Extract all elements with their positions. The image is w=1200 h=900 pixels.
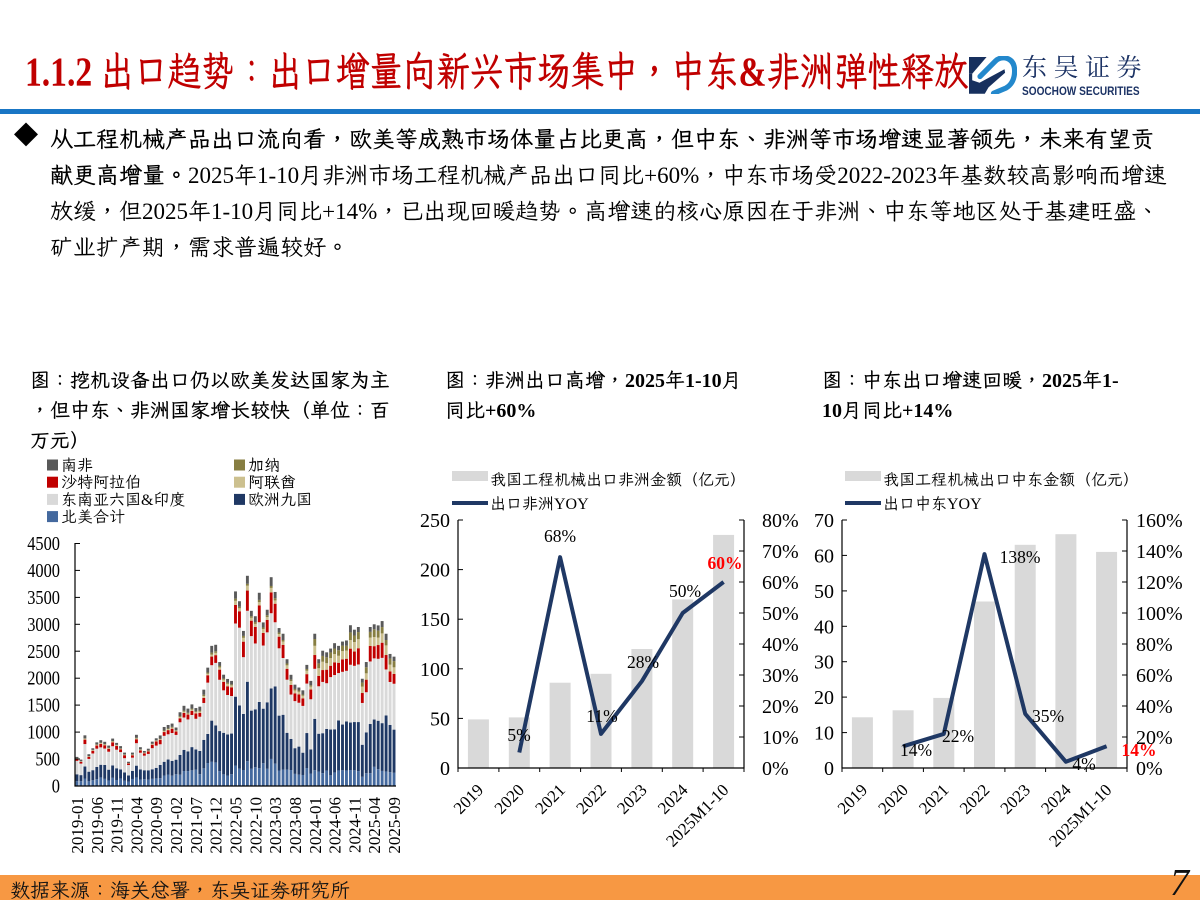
svg-text:南非: 南非 bbox=[61, 457, 93, 475]
svg-text:150: 150 bbox=[420, 609, 450, 631]
svg-text:2024-06: 2024-06 bbox=[326, 797, 345, 854]
svg-text:阿联酋: 阿联酋 bbox=[248, 475, 296, 492]
svg-text:2024-01: 2024-01 bbox=[306, 797, 325, 854]
svg-text:0%: 0% bbox=[1136, 758, 1163, 780]
svg-text:50%: 50% bbox=[669, 581, 701, 601]
svg-text:加纳: 加纳 bbox=[248, 457, 280, 475]
svg-text:2022: 2022 bbox=[572, 780, 609, 817]
svg-text:我国工程机械出口非洲金额（亿元）: 我国工程机械出口非洲金额（亿元） bbox=[490, 471, 746, 489]
svg-text:4%: 4% bbox=[1072, 754, 1095, 774]
svg-text:14%: 14% bbox=[1122, 740, 1157, 760]
svg-text:0%: 0% bbox=[762, 758, 789, 780]
svg-text:80%: 80% bbox=[1136, 634, 1173, 656]
svg-text:35%: 35% bbox=[1032, 706, 1064, 726]
svg-text:10: 10 bbox=[814, 723, 834, 745]
svg-text:40: 40 bbox=[814, 616, 834, 638]
svg-text:2025-09: 2025-09 bbox=[385, 797, 404, 854]
svg-text:50: 50 bbox=[814, 581, 834, 603]
svg-text:2020: 2020 bbox=[491, 780, 528, 817]
svg-text:出口中东YOY: 出口中东YOY bbox=[883, 495, 982, 513]
svg-text:0: 0 bbox=[52, 777, 60, 798]
svg-text:2019: 2019 bbox=[834, 780, 871, 817]
svg-text:80%: 80% bbox=[762, 510, 799, 532]
svg-text:70%: 70% bbox=[762, 541, 799, 563]
svg-text:30%: 30% bbox=[762, 665, 799, 687]
svg-text:14%: 14% bbox=[900, 740, 932, 760]
svg-text:2022: 2022 bbox=[956, 780, 993, 817]
svg-text:50%: 50% bbox=[762, 603, 799, 625]
svg-text:2500: 2500 bbox=[27, 642, 60, 663]
svg-text:200: 200 bbox=[420, 560, 450, 582]
svg-text:28%: 28% bbox=[627, 652, 659, 672]
svg-text:2023: 2023 bbox=[997, 780, 1034, 817]
svg-text:40%: 40% bbox=[1136, 696, 1173, 718]
svg-text:120%: 120% bbox=[1136, 572, 1183, 594]
svg-text:60%: 60% bbox=[762, 572, 799, 594]
svg-text:欧洲九国: 欧洲九国 bbox=[248, 492, 312, 509]
svg-text:2021-02: 2021-02 bbox=[167, 797, 186, 854]
svg-text:100%: 100% bbox=[1136, 603, 1183, 625]
svg-text:2020: 2020 bbox=[874, 780, 911, 817]
svg-text:2021: 2021 bbox=[915, 780, 952, 817]
svg-text:10%: 10% bbox=[762, 727, 799, 749]
svg-text:东南亚六国&印度: 东南亚六国&印度 bbox=[61, 491, 185, 509]
svg-text:2019-11: 2019-11 bbox=[108, 797, 127, 853]
svg-text:20%: 20% bbox=[1136, 727, 1173, 749]
svg-text:北美合计: 北美合计 bbox=[61, 508, 125, 526]
svg-text:50: 50 bbox=[430, 708, 450, 730]
svg-text:2021-12: 2021-12 bbox=[207, 797, 226, 854]
svg-text:2019-06: 2019-06 bbox=[88, 797, 107, 854]
svg-text:100: 100 bbox=[420, 659, 450, 681]
svg-text:20: 20 bbox=[814, 687, 834, 709]
svg-text:60%: 60% bbox=[708, 553, 743, 573]
svg-text:3500: 3500 bbox=[27, 588, 60, 609]
svg-text:2020-09: 2020-09 bbox=[147, 797, 166, 854]
svg-text:2023-03: 2023-03 bbox=[266, 797, 285, 854]
svg-text:2021: 2021 bbox=[531, 780, 568, 817]
svg-text:2000: 2000 bbox=[27, 669, 60, 690]
svg-text:2021-07: 2021-07 bbox=[187, 797, 206, 854]
svg-text:2020-04: 2020-04 bbox=[127, 797, 146, 854]
svg-text:2023-08: 2023-08 bbox=[286, 797, 305, 854]
svg-text:2019: 2019 bbox=[450, 780, 487, 817]
svg-text:0: 0 bbox=[440, 758, 450, 780]
svg-text:4500: 4500 bbox=[27, 534, 60, 555]
svg-text:60: 60 bbox=[814, 545, 834, 567]
svg-text:4000: 4000 bbox=[27, 561, 60, 582]
svg-text:2025-04: 2025-04 bbox=[365, 797, 384, 854]
svg-text:22%: 22% bbox=[942, 726, 974, 746]
svg-text:140%: 140% bbox=[1136, 541, 1183, 563]
svg-text:40%: 40% bbox=[762, 634, 799, 656]
svg-text:0: 0 bbox=[824, 758, 834, 780]
svg-text:250: 250 bbox=[420, 510, 450, 532]
svg-text:2019-01: 2019-01 bbox=[68, 797, 87, 854]
svg-text:11%: 11% bbox=[586, 706, 617, 726]
svg-text:2024-11: 2024-11 bbox=[345, 797, 364, 853]
svg-text:5%: 5% bbox=[507, 725, 530, 745]
svg-text:2022-05: 2022-05 bbox=[227, 797, 246, 854]
svg-text:138%: 138% bbox=[1000, 547, 1041, 567]
svg-text:2022-10: 2022-10 bbox=[246, 797, 265, 854]
svg-text:沙特阿拉伯: 沙特阿拉伯 bbox=[61, 474, 141, 492]
svg-text:70: 70 bbox=[814, 510, 834, 532]
svg-text:160%: 160% bbox=[1136, 510, 1183, 532]
svg-text:2023: 2023 bbox=[613, 780, 650, 817]
svg-text:1500: 1500 bbox=[27, 696, 60, 717]
svg-text:出口非洲YOY: 出口非洲YOY bbox=[490, 496, 589, 513]
svg-text:20%: 20% bbox=[762, 696, 799, 718]
svg-text:1000: 1000 bbox=[27, 723, 60, 744]
svg-text:60%: 60% bbox=[1136, 665, 1173, 687]
svg-text:30: 30 bbox=[814, 652, 834, 674]
svg-text:68%: 68% bbox=[544, 526, 576, 546]
svg-text:3000: 3000 bbox=[27, 615, 60, 636]
svg-text:500: 500 bbox=[35, 750, 60, 771]
svg-text:我国工程机械出口中东金额（亿元）: 我国工程机械出口中东金额（亿元） bbox=[883, 471, 1139, 489]
